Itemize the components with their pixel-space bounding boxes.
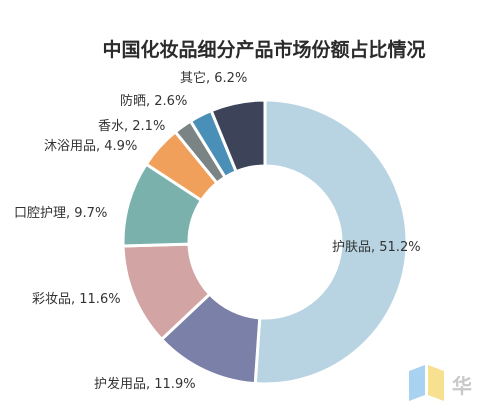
labels-group: 护肤品, 51.2% 护发用品, 11.9% 彩妆品, 11.6% 口腔护理, 9.7… <box>14 70 421 392</box>
slice-7 <box>209 98 267 174</box>
slice-label-4: 沐浴用品, 4.9% <box>44 139 137 154</box>
watermark-logo: 华 <box>409 365 472 401</box>
slice-label-6: 防晒, 2.6% <box>120 93 187 109</box>
slice-label-7: 其它, 6.2% <box>180 70 247 86</box>
slice-label-3: 口腔护理, 9.7% <box>14 206 107 221</box>
slices-group <box>121 98 409 386</box>
chart-title: 中国化妆品细分产品市场份额占比情况 <box>102 38 425 61</box>
slice-label-1: 护发用品, 11.9% <box>94 376 196 392</box>
slice-0 <box>253 98 409 386</box>
slice-label-0: 护肤品, 51.2% <box>332 240 421 255</box>
slice-label-2: 彩妆品, 11.6% <box>32 292 121 307</box>
slice-label-5: 香水, 2.1% <box>98 119 165 134</box>
watermark-text: 华 <box>452 374 472 398</box>
